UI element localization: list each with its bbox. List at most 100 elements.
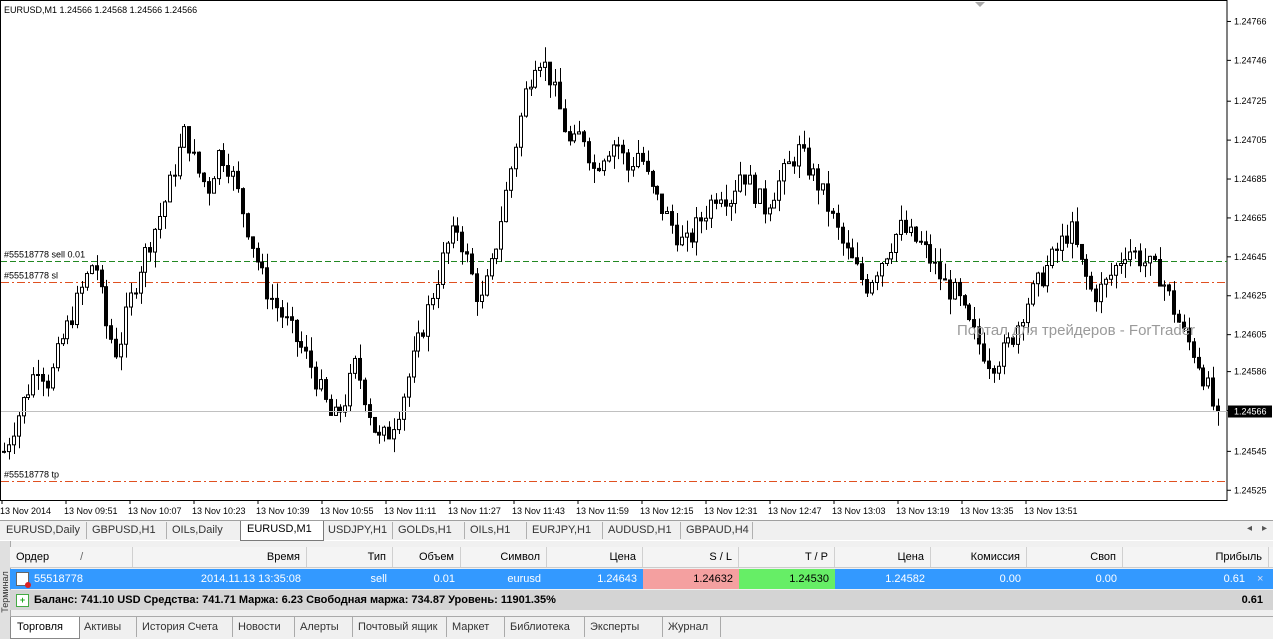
- order-row[interactable]: 55518778 2014.11.13 13:35:08 sell 0.01 e…: [10, 569, 1273, 589]
- candle-body: [904, 219, 908, 233]
- col-header-commission[interactable]: Комиссия: [931, 547, 1027, 567]
- candle-body: [226, 165, 230, 177]
- candle-body: [772, 199, 776, 209]
- candle-body: [626, 152, 630, 171]
- candle-body: [768, 207, 772, 215]
- candle-body: [1216, 405, 1220, 412]
- price-chart[interactable]: #55518778 sell 0.01 #55518778 sl #55518778…: [0, 0, 1273, 520]
- candle-body: [636, 152, 640, 168]
- order-tp-cell[interactable]: 1.24530: [739, 569, 835, 589]
- candle-body: [846, 242, 850, 249]
- watermark-text: Портал для трейдеров - ForTrader: [957, 322, 1195, 339]
- col-header-tp[interactable]: T / P: [739, 547, 835, 567]
- candle-body: [699, 217, 703, 222]
- candle-body: [1197, 356, 1201, 369]
- col-header-sl[interactable]: S / L: [643, 547, 739, 567]
- candle-body: [519, 115, 523, 148]
- terminal-panel: Терминал Ордер / Время Тип Объем Символ …: [0, 541, 1273, 639]
- terminal-tab-7[interactable]: Библиотека: [504, 617, 585, 637]
- col-header-symbol[interactable]: Символ: [461, 547, 547, 567]
- symbol-tab-eurjpy-h1[interactable]: EURJPY,H1: [526, 522, 603, 539]
- candlestick-chart-svg[interactable]: #55518778 sell 0.01 #55518778 sl #55518778…: [0, 0, 1273, 520]
- candle-body: [22, 397, 26, 417]
- balance-profit: 0.61: [1241, 594, 1263, 606]
- candle-body: [61, 338, 65, 345]
- scroll-left-icon[interactable]: ◂: [1246, 523, 1252, 534]
- symbol-tab-audusd-h1[interactable]: AUDUSD,H1: [602, 522, 681, 539]
- candle-body: [1187, 327, 1191, 343]
- candle-body: [592, 162, 596, 169]
- chart-shift-icon[interactable]: [975, 2, 985, 7]
- symbol-tab-oils-daily[interactable]: OILs,Daily: [166, 522, 241, 539]
- candle-body: [51, 367, 55, 389]
- candle-body: [924, 241, 928, 246]
- sell-order-icon: [16, 572, 31, 589]
- candle-body: [743, 174, 747, 185]
- price-axis-label: 1.24705: [1234, 135, 1267, 145]
- terminal-tab-6[interactable]: Маркет: [446, 617, 505, 637]
- candle-body: [1041, 272, 1045, 287]
- candle-body: [563, 108, 567, 133]
- tab-scroll-arrows[interactable]: ◂ ▸: [1237, 523, 1267, 534]
- col-header-current-price[interactable]: Цена: [835, 547, 931, 567]
- candle-body: [870, 281, 874, 294]
- candle-body: [485, 275, 489, 296]
- symbol-tab-eurusd-daily[interactable]: EURUSD,Daily: [0, 522, 87, 539]
- candle-body: [514, 146, 518, 170]
- candle-body: [1016, 325, 1020, 345]
- candle-body: [1158, 259, 1162, 287]
- col-header-order[interactable]: Ордер /: [10, 547, 133, 567]
- terminal-tab-5[interactable]: Почтовый ящик: [352, 617, 447, 637]
- time-axis-label: 13 Nov 11:43: [512, 506, 565, 516]
- col-header-profit[interactable]: Прибыль: [1123, 547, 1269, 567]
- terminal-tab-9[interactable]: Журнал: [662, 617, 721, 637]
- candle-body: [236, 170, 240, 190]
- close-order-icon[interactable]: ×: [1257, 573, 1264, 585]
- candle-body: [1153, 255, 1157, 261]
- candle-body: [1172, 290, 1176, 315]
- terminal-tab-4[interactable]: Алерты: [294, 617, 353, 637]
- current-price-box: [1228, 405, 1272, 418]
- candle-body: [631, 166, 635, 171]
- terminal-tab-1[interactable]: Активы: [78, 617, 137, 637]
- candle-body: [709, 199, 713, 219]
- scroll-right-icon[interactable]: ▸: [1261, 523, 1267, 534]
- price-axis-label: 1.24545: [1234, 446, 1267, 456]
- candle-body: [299, 341, 303, 348]
- symbol-tab-oils-h1[interactable]: OILs,H1: [464, 522, 527, 539]
- candle-body: [850, 247, 854, 259]
- candle-body: [70, 320, 74, 326]
- candle-body: [119, 343, 123, 358]
- terminal-tab-2[interactable]: История Счета: [136, 617, 233, 637]
- time-axis-label: 13 Nov 2014: [0, 506, 51, 516]
- price-axis-label: 1.24766: [1234, 16, 1267, 26]
- col-header-type[interactable]: Тип: [307, 547, 393, 567]
- candle-body: [733, 190, 737, 205]
- order-sl-cell[interactable]: 1.24632: [643, 569, 739, 589]
- col-header-time[interactable]: Время: [133, 547, 307, 567]
- candle-body: [972, 319, 976, 328]
- candle-body: [178, 146, 182, 177]
- candle-body: [124, 306, 128, 345]
- col-header-price[interactable]: Цена: [547, 547, 643, 567]
- candle-body: [807, 147, 811, 176]
- col-header-swap[interactable]: Своп: [1027, 547, 1123, 567]
- candle-body: [1128, 251, 1132, 261]
- order-swap-cell: 0.00: [1095, 573, 1117, 585]
- symbol-tab-gbpusd-h1[interactable]: GBPUSD,H1: [86, 522, 167, 539]
- col-header-volume[interactable]: Объем: [393, 547, 461, 567]
- candle-body: [504, 189, 508, 223]
- terminal-tab-3[interactable]: Новости: [232, 617, 295, 637]
- order-symbol-cell: eurusd: [507, 573, 541, 585]
- symbol-tab-gbpaud-h4[interactable]: GBPAUD,H4: [680, 522, 753, 539]
- candle-body: [997, 365, 1001, 374]
- candle-body: [982, 343, 986, 362]
- candle-body: [46, 380, 50, 389]
- terminal-tab-8[interactable]: Эксперты: [584, 617, 663, 637]
- candle-body: [992, 368, 996, 374]
- symbol-tab-usdjpy-h1[interactable]: USDJPY,H1: [322, 522, 393, 539]
- terminal-tab-0[interactable]: Торговля: [10, 617, 80, 639]
- candle-body: [538, 66, 542, 71]
- symbol-tab-eurusd-m1[interactable]: EURUSD,M1: [240, 521, 324, 541]
- symbol-tab-golds-h1[interactable]: GOLDs,H1: [392, 522, 465, 539]
